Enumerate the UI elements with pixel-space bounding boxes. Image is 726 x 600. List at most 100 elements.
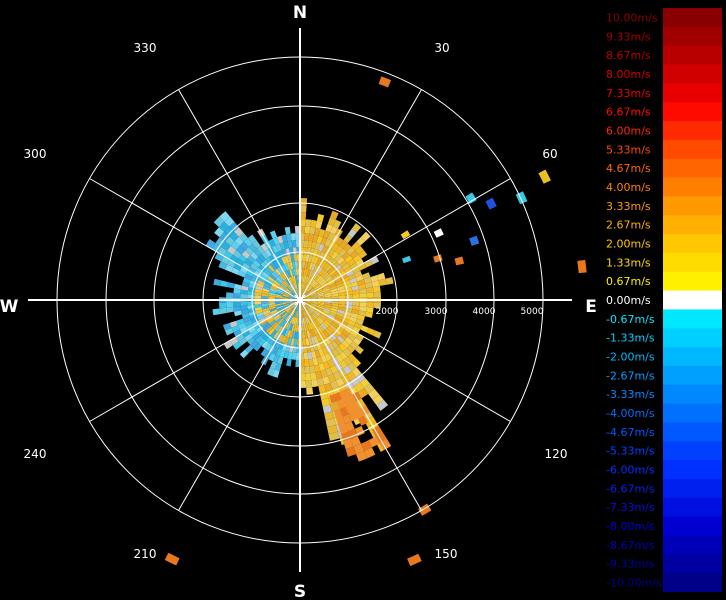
echo-cell-approaching (351, 223, 362, 233)
echo-cell-approaching (372, 285, 381, 293)
echo-cell-receding (248, 243, 257, 252)
echo-cell-approaching (302, 261, 306, 269)
legend-label: -0.67m/s (606, 313, 655, 326)
echo-cell-receding (289, 300, 297, 303)
echo-cell-receding (233, 306, 241, 312)
legend-swatch (663, 8, 722, 28)
echo-cell-approaching (318, 340, 325, 349)
echo-cell-approaching (355, 318, 364, 326)
echo-cell-approaching (305, 373, 312, 381)
echo-cell-receding (271, 346, 279, 355)
echo-cell-receding (270, 285, 278, 291)
echo-cell-approaching (355, 274, 364, 282)
echo-cell-approaching (308, 337, 313, 345)
echo-cell-receding (238, 337, 248, 346)
echo-cell-approaching (363, 277, 372, 284)
echo-cell-receding (256, 267, 264, 275)
echo-cell-approaching (307, 286, 313, 293)
echo-cell-approaching (324, 382, 333, 392)
echo-cell-approaching (336, 267, 344, 275)
echo-cell-approaching (338, 295, 346, 299)
echo-cell-approaching (338, 248, 347, 257)
echo-cell-receding (290, 233, 296, 241)
echo-cell-receding (258, 277, 267, 283)
echo-cell-receding (249, 280, 258, 286)
radar-center-marker (294, 294, 306, 306)
echo-cell-approaching (320, 323, 328, 330)
echo-cell-receding (289, 301, 297, 305)
echo-cell-receding (282, 295, 290, 299)
echo-cell-receding (265, 266, 273, 274)
echo-cell-receding (296, 310, 299, 318)
echo-cell-approaching (347, 258, 356, 267)
echo-cell-receding (286, 307, 293, 313)
echo-cell-approaching (347, 362, 357, 372)
echo-cell-receding (272, 369, 280, 378)
echo-cell-receding (246, 270, 255, 277)
echo-cell-approaching (338, 292, 346, 296)
echo-cell-approaching (313, 364, 321, 373)
echo-cell-approaching (300, 380, 307, 388)
echo-cell-approaching (305, 324, 309, 332)
echo-cell-approaching (311, 312, 318, 320)
echo-cell-approaching (310, 296, 318, 299)
echo-cell-approaching (317, 276, 324, 284)
echo-cell-receding (252, 259, 261, 268)
echo-cell-receding (277, 325, 284, 334)
echo-cell-receding (258, 254, 266, 262)
echo-cell-receding (237, 270, 247, 278)
legend-entry: -1.33m/s (606, 328, 722, 348)
echo-cell-receding (294, 275, 298, 283)
legend-entry: -3.33m/s (606, 384, 722, 405)
legend-label: -1.33m/s (606, 332, 655, 345)
echo-cell-approaching (315, 257, 322, 266)
azimuth-spoke-210 (178, 299, 301, 511)
echo-cell-receding (250, 251, 259, 260)
echo-cell-approaching (307, 307, 313, 314)
echo-cell-approaching (307, 277, 312, 285)
legend-swatch (663, 422, 722, 442)
echo-cell-approaching (313, 328, 319, 336)
echo-cell-approaching (321, 398, 331, 407)
echo-cell-approaching (318, 315, 326, 322)
echo-cell-approaching (328, 282, 337, 289)
azimuth-label-300: 300 (24, 147, 47, 161)
echo-cell-tail (342, 397, 351, 407)
legend-entry: -2.67m/s (606, 365, 722, 386)
echo-cell-receding (262, 309, 271, 315)
echo-cell-approaching (322, 271, 329, 279)
echo-cell-receding (295, 268, 299, 276)
echo-cell-receding (287, 351, 293, 360)
echo-cell-receding (255, 309, 263, 315)
echo-cell-approaching (302, 317, 306, 325)
echo-cell-approaching (357, 388, 369, 399)
echo-cell-tail (368, 436, 380, 448)
echo-cell-receding (241, 312, 250, 319)
echo-cell-receding (260, 261, 269, 270)
echo-cell-approaching (321, 346, 329, 355)
echo-cell-approaching (346, 344, 355, 354)
echo-cell-receding (268, 296, 276, 300)
echo-cell-approaching (320, 282, 328, 288)
echo-cell-approaching (335, 314, 343, 321)
echo-cell-receding (295, 289, 299, 297)
echo-cell-receding (279, 242, 286, 251)
echo-cell-approaching (338, 270, 346, 277)
echo-cell-approaching (347, 319, 356, 327)
echo-cell-receding (220, 256, 230, 265)
echo-cell-approaching (318, 243, 325, 252)
echo-cell-approaching (313, 311, 320, 317)
echo-cell-approaching (322, 329, 330, 338)
echo-cell-approaching (315, 307, 323, 313)
legend-swatch (663, 290, 722, 310)
echo-cell-receding (255, 256, 264, 265)
legend-entry: 2.67m/s (606, 215, 722, 235)
echo-cell-receding (265, 335, 273, 343)
echo-cell-receding (291, 316, 296, 325)
echo-cell-receding (224, 226, 235, 237)
echo-cell-receding (291, 275, 296, 284)
echo-cell-receding (227, 245, 237, 255)
echo-cell-approaching (329, 285, 338, 291)
echo-cell-approaching (327, 424, 338, 435)
echo-cell-receding (256, 312, 264, 318)
